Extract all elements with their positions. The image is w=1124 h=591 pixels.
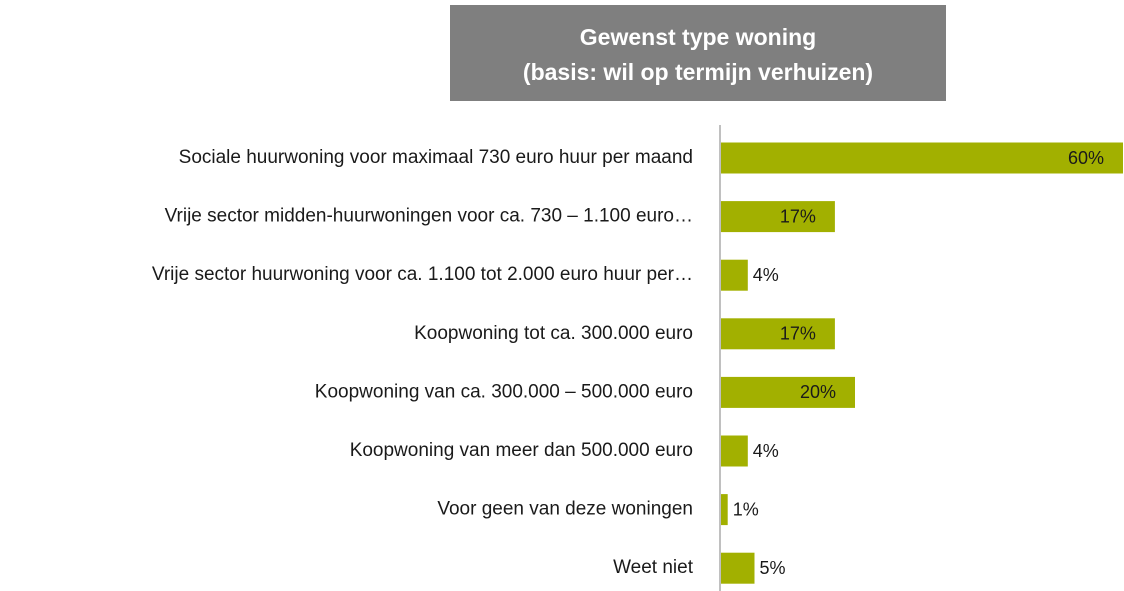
bar bbox=[721, 552, 755, 584]
bar bbox=[721, 142, 1123, 174]
bar bbox=[721, 494, 728, 526]
value-label: 4% bbox=[753, 441, 779, 461]
category-label: Sociale huurwoning voor maximaal 730 eur… bbox=[179, 147, 693, 168]
category-label: Koopwoning van meer dan 500.000 euro bbox=[350, 440, 693, 461]
value-label: 17% bbox=[780, 206, 816, 226]
category-label: Weet niet bbox=[613, 557, 694, 578]
bar bbox=[721, 259, 748, 291]
category-label: Vrije sector huurwoning voor ca. 1.100 t… bbox=[152, 264, 693, 285]
bar bbox=[721, 201, 835, 233]
bar bbox=[721, 376, 855, 408]
category-label: Koopwoning van ca. 300.000 – 500.000 eur… bbox=[315, 381, 693, 402]
bar bbox=[721, 435, 748, 467]
value-label: 1% bbox=[733, 499, 759, 519]
title-box bbox=[450, 5, 946, 101]
bar bbox=[721, 318, 835, 350]
value-label: 4% bbox=[753, 265, 779, 285]
chart-subtitle: (basis: wil op termijn verhuizen) bbox=[523, 59, 873, 85]
category-label: Koopwoning tot ca. 300.000 euro bbox=[414, 323, 693, 344]
value-label: 60% bbox=[1068, 148, 1104, 168]
chart-title: Gewenst type woning bbox=[580, 24, 816, 50]
value-label: 5% bbox=[760, 558, 786, 578]
value-label: 20% bbox=[800, 382, 836, 402]
category-label: Voor geen van deze woningen bbox=[437, 499, 693, 520]
value-label: 17% bbox=[780, 324, 816, 344]
category-label: Vrije sector midden-huurwoningen voor ca… bbox=[165, 206, 693, 227]
